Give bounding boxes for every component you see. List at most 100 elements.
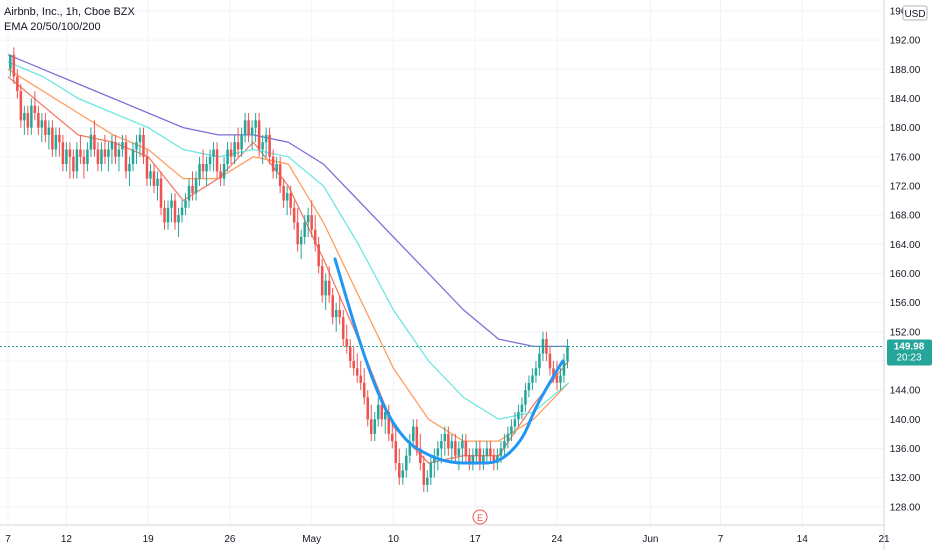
- currency-box-border: [902, 5, 928, 21]
- candle-body: [482, 455, 485, 464]
- candle-body: [128, 164, 131, 172]
- candle-body: [447, 433, 450, 449]
- candle-body: [426, 477, 429, 485]
- candle-body: [401, 470, 405, 478]
- candle-body: [436, 448, 440, 456]
- price-tick-label: 188.00: [890, 65, 921, 76]
- candle-body: [208, 156, 212, 165]
- candle-body: [489, 448, 492, 456]
- candle-body: [250, 127, 254, 135]
- candle-body: [194, 178, 198, 194]
- candle-body: [405, 455, 408, 471]
- time-tick-label: 7: [718, 534, 724, 545]
- candle-body: [152, 171, 156, 186]
- candle-body: [359, 375, 362, 383]
- candle-body: [12, 54, 16, 77]
- time-tick-label: 14: [797, 534, 809, 545]
- candle-body: [338, 309, 341, 318]
- earnings-marker-label: E: [477, 513, 483, 523]
- candle-body: [457, 448, 461, 456]
- candle-body: [468, 455, 471, 464]
- time-tick-label: 19: [143, 534, 155, 545]
- candle-body: [145, 156, 149, 179]
- candle-body: [327, 280, 331, 296]
- candle-body: [475, 448, 478, 456]
- candle-body: [313, 229, 317, 245]
- candle-body: [524, 390, 527, 405]
- time-tick-label: 10: [388, 534, 400, 545]
- candle-body: [121, 142, 124, 150]
- candle-body: [222, 164, 226, 179]
- candle-body: [268, 134, 271, 157]
- candle-body: [40, 120, 44, 128]
- candle-body: [443, 433, 447, 442]
- legend-symbol[interactable]: Airbnb, Inc., 1h, Cboe BZX: [4, 6, 135, 18]
- candle-body: [376, 404, 380, 420]
- candle-body: [68, 149, 72, 157]
- candle-body: [229, 149, 233, 157]
- candle-body: [33, 105, 37, 114]
- candle-body: [345, 339, 348, 347]
- candle-body: [317, 244, 320, 267]
- price-tick-label: 132.00: [890, 473, 921, 484]
- candle-body: [534, 368, 538, 376]
- time-tick-label: 12: [61, 534, 73, 545]
- candle-body: [100, 149, 103, 165]
- candle-body: [464, 441, 468, 456]
- last-price-tag: 149.98 20:23: [887, 339, 932, 366]
- candle-body: [527, 382, 531, 391]
- candle-body: [433, 455, 436, 464]
- candle-body: [187, 185, 191, 201]
- candle-body: [163, 207, 166, 223]
- candle-body: [362, 382, 366, 398]
- price-tick-label: 168.00: [890, 211, 921, 222]
- candle-body: [149, 171, 152, 179]
- candle-body: [170, 200, 173, 208]
- candle-body: [366, 397, 370, 420]
- time-tick-label: 17: [470, 534, 482, 545]
- candle-body: [254, 120, 257, 128]
- candle-body: [450, 441, 454, 449]
- legend-indicator[interactable]: EMA 20/50/100/200: [4, 21, 101, 33]
- candle-body: [54, 134, 58, 150]
- candle-body: [538, 353, 541, 369]
- candle-body: [142, 134, 145, 157]
- candle-body: [380, 404, 384, 420]
- price-tick-label: 144.00: [890, 386, 921, 397]
- candle-body: [96, 149, 100, 165]
- candle-body: [30, 105, 33, 128]
- currency-box[interactable]: USD: [902, 5, 928, 21]
- price-tag-background: [887, 339, 932, 366]
- candle-body: [9, 54, 12, 70]
- candle-body: [261, 142, 264, 150]
- candle-body: [478, 448, 482, 464]
- candle-body: [499, 448, 503, 456]
- candle-body: [278, 164, 282, 186]
- candle-body: [114, 142, 117, 157]
- candle-body: [562, 360, 566, 376]
- candle-body: [545, 339, 548, 354]
- candle-body: [131, 149, 135, 165]
- candle-body: [559, 375, 562, 383]
- candle-body: [124, 142, 128, 172]
- candle-body: [51, 127, 54, 150]
- chart-legend[interactable]: Airbnb, Inc., 1h, Cboe BZX EMA 20/50/100…: [4, 5, 135, 35]
- candle-body: [387, 411, 391, 434]
- candle-body: [289, 193, 292, 208]
- candle-body: [429, 463, 433, 478]
- candle-body: [324, 280, 327, 296]
- candle-body: [384, 411, 387, 420]
- candle-body: [138, 134, 142, 143]
- candle-body: [226, 149, 229, 165]
- candle-body: [555, 375, 559, 383]
- price-tick-label: 180.00: [890, 123, 921, 134]
- price-tick-label: 152.00: [890, 327, 921, 338]
- candle-body: [331, 295, 334, 318]
- candle-body: [485, 448, 489, 456]
- earnings-marker[interactable]: E: [472, 509, 488, 525]
- candle-body: [373, 419, 377, 434]
- candle-body: [299, 236, 303, 245]
- candle-body: [391, 433, 394, 442]
